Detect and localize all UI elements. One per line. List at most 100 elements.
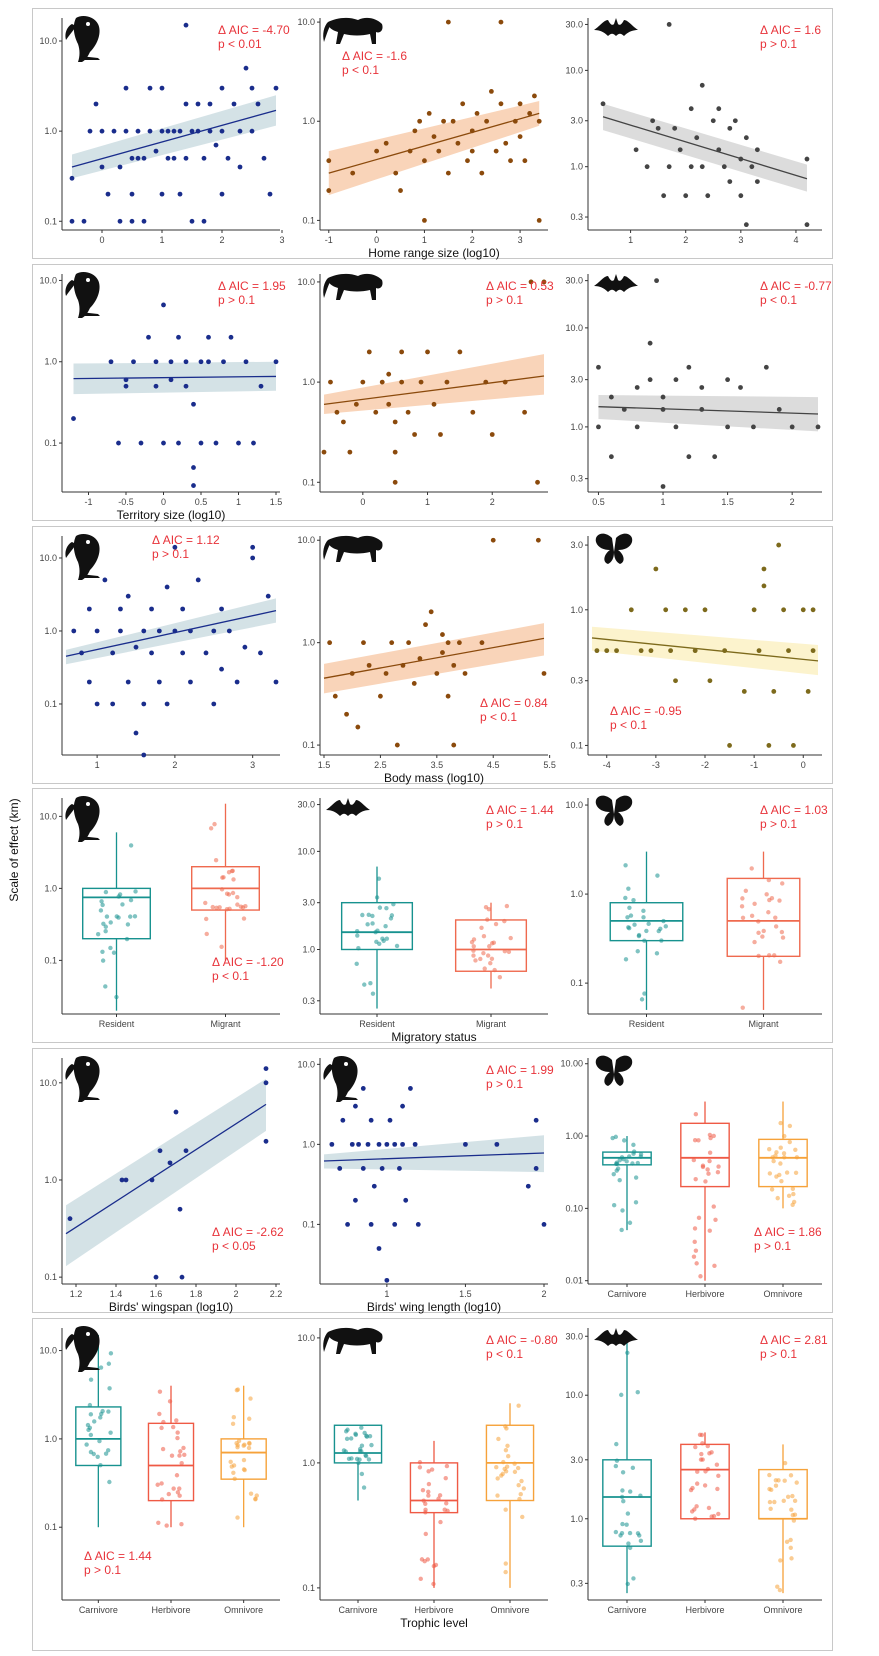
jitter-point: [784, 1170, 790, 1175]
jitter-point: [702, 1483, 708, 1488]
jitter-point: [705, 1167, 710, 1172]
jitter-point: [740, 896, 745, 901]
x-tick-label: 3: [250, 760, 255, 770]
confidence-band: [66, 1078, 266, 1267]
data-point: [614, 648, 619, 654]
annotation-aic: Δ AIC = -0.77: [760, 279, 832, 293]
jitter-point: [788, 1473, 794, 1478]
jitter-point: [712, 1263, 717, 1269]
jitter-point: [711, 1204, 716, 1209]
x-axis-title: Trophic level: [400, 1616, 468, 1630]
data-point: [417, 118, 423, 124]
jitter-point: [120, 902, 125, 907]
x-tick-label: 2: [470, 235, 475, 245]
jitter-point: [655, 873, 660, 878]
data-point: [243, 65, 249, 71]
y-tick-label: 30.0: [297, 800, 315, 810]
jitter-point: [505, 1443, 510, 1448]
data-point: [406, 640, 412, 646]
jitter-point: [626, 1541, 631, 1546]
data-point: [141, 752, 147, 758]
data-point: [111, 128, 117, 134]
data-point: [810, 648, 816, 654]
jitter-point: [362, 1430, 367, 1436]
category-label: Migrant: [748, 1019, 779, 1029]
data-point: [653, 566, 659, 572]
jitter-point: [394, 943, 400, 949]
data-point: [522, 158, 528, 164]
data-point: [431, 401, 437, 407]
annotation-aic: Δ AIC = 2.81: [760, 1333, 828, 1347]
y-tick-label: 10.0: [565, 800, 583, 810]
category-label: Herbivore: [685, 1289, 724, 1299]
jitter-point: [179, 1521, 184, 1527]
data-point: [541, 1221, 547, 1227]
panel-16: 0.1 1.0 10.0 Carnivore Herbivore Omnivore Δ AI…: [297, 1327, 558, 1630]
data-point: [535, 479, 540, 485]
data-point: [498, 101, 504, 107]
data-point: [710, 118, 716, 124]
jitter-point: [767, 1171, 773, 1176]
jitter-point: [766, 910, 771, 915]
data-point: [699, 385, 705, 390]
jitter-point: [242, 1467, 247, 1473]
jitter-point: [780, 935, 786, 940]
jitter-point: [101, 921, 106, 927]
data-point: [171, 155, 177, 161]
data-point: [804, 156, 810, 162]
jitter-point: [426, 1493, 431, 1498]
annotation-p: p < 0.01: [218, 37, 262, 51]
data-point: [766, 743, 772, 748]
data-point: [399, 349, 405, 355]
data-point: [754, 147, 760, 153]
jitter-point: [370, 991, 376, 996]
y-tick-label: 3.0: [302, 898, 315, 908]
annotation-p: p > 0.1: [486, 1077, 523, 1091]
jitter-point: [496, 1436, 501, 1442]
jitter-point: [362, 982, 367, 987]
data-point: [153, 359, 159, 365]
data-point: [141, 155, 147, 161]
jitter-point: [689, 1509, 695, 1514]
x-axis-title: Territory size (log10): [117, 508, 226, 522]
data-point: [408, 1086, 413, 1091]
y-tick-label: 10.00: [560, 1059, 583, 1069]
panel-row-frame-1: [32, 264, 833, 521]
jitter-point: [623, 863, 628, 868]
jitter-point: [775, 1195, 780, 1201]
data-point: [191, 465, 196, 470]
data-point: [173, 1109, 179, 1115]
x-tick-label: 2: [490, 497, 495, 507]
jitter-point: [177, 1453, 182, 1458]
data-point: [440, 650, 445, 655]
data-point: [692, 648, 698, 654]
jitter-point: [366, 1457, 372, 1462]
data-point: [219, 128, 225, 134]
data-point: [201, 218, 207, 224]
panel-8: 0.1 0.3 1.0 3.0 -4 -3 -2 -1 0 Δ AIC = -0.95p < 0.…: [570, 533, 822, 770]
category-label: Carnivore: [338, 1605, 377, 1615]
data-point: [249, 85, 255, 91]
mammal-icon: [323, 273, 383, 300]
data-point: [761, 566, 767, 572]
data-point: [462, 671, 468, 676]
annotation-p: p > 0.1: [760, 1347, 797, 1361]
jitter-point: [767, 1147, 772, 1152]
data-point: [261, 155, 267, 161]
x-tick-label: 1: [236, 497, 241, 507]
jitter-point: [230, 868, 235, 873]
data-point: [349, 1141, 355, 1147]
panel-row-frame-3: [32, 788, 833, 1043]
confidence-band: [66, 598, 276, 665]
y-tick-label: 0.1: [302, 740, 315, 750]
x-tick-label: 1: [95, 760, 100, 770]
data-point: [225, 155, 231, 161]
jitter-point: [235, 902, 240, 907]
jitter-point: [700, 1163, 706, 1168]
x-axis-title: Birds' wing length (log10): [367, 1300, 501, 1314]
data-point: [258, 650, 263, 656]
data-point: [517, 134, 523, 140]
annotation-aic: Δ AIC = -2.62: [212, 1225, 284, 1239]
data-point: [644, 164, 650, 170]
annotation-p: p < 0.1: [342, 63, 379, 77]
